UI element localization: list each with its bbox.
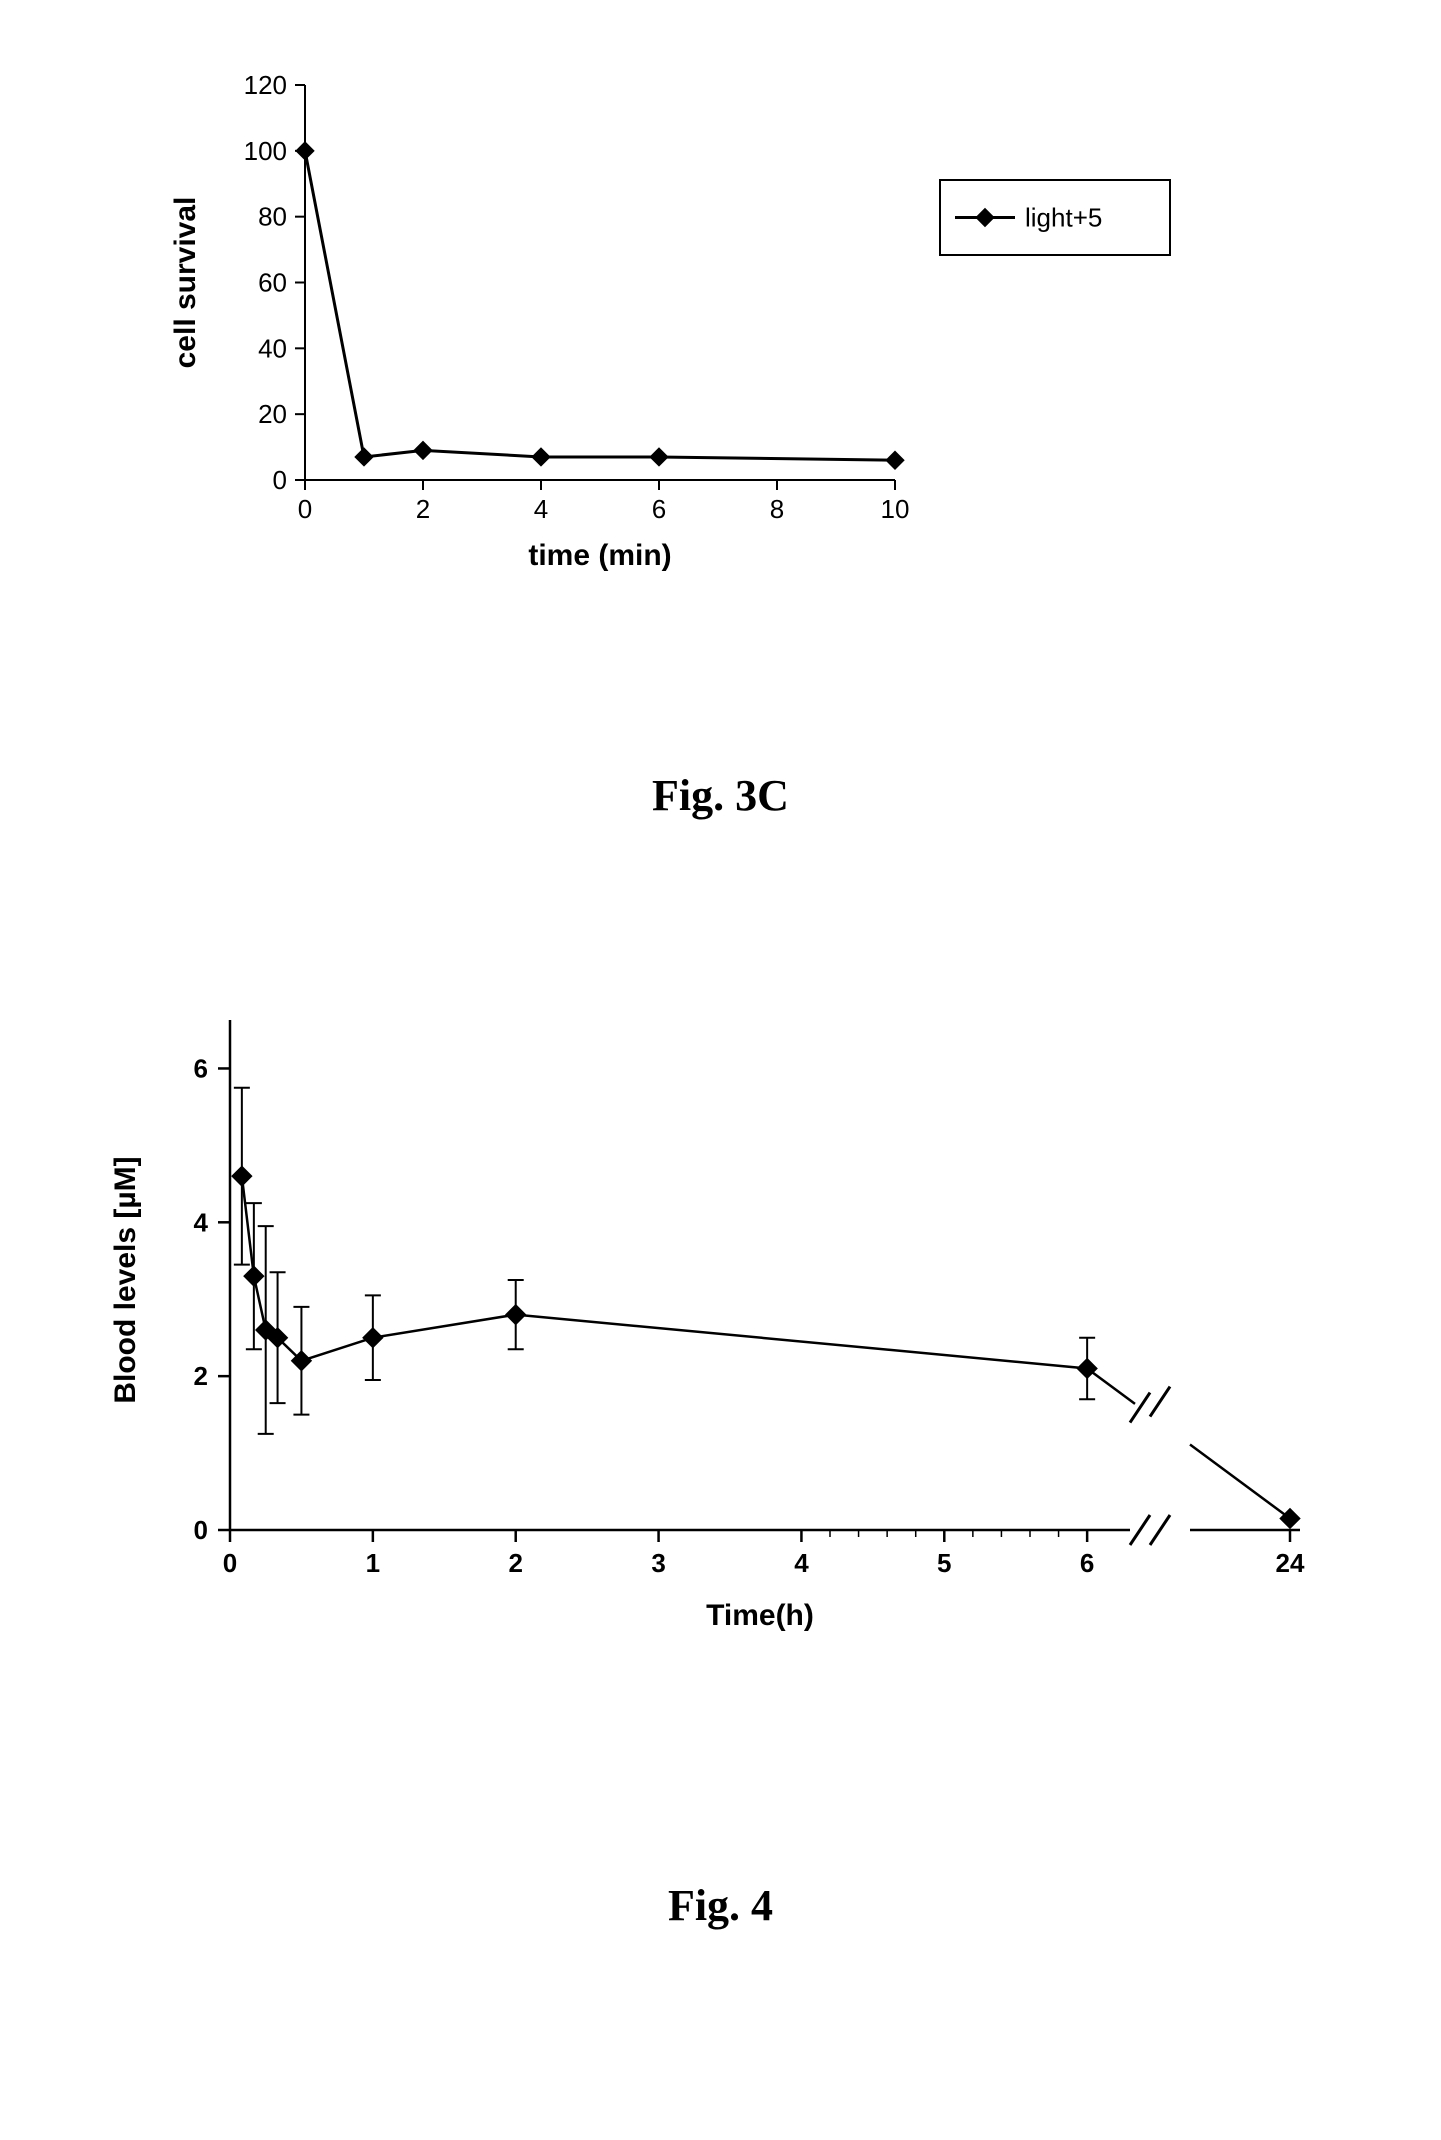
svg-text:100: 100 xyxy=(244,136,287,166)
svg-text:60: 60 xyxy=(258,268,287,298)
svg-text:0: 0 xyxy=(273,465,287,495)
svg-text:8: 8 xyxy=(770,494,784,524)
svg-text:120: 120 xyxy=(244,70,287,100)
chart-blood-levels-svg: 0246012345624Time(h)Blood levels [µM] xyxy=(80,1000,1360,1680)
page: 0204060801001200246810time (min)cell sur… xyxy=(0,0,1441,2140)
svg-text:0: 0 xyxy=(298,494,312,524)
svg-text:4: 4 xyxy=(194,1207,209,1237)
svg-text:0: 0 xyxy=(194,1515,208,1545)
svg-text:6: 6 xyxy=(194,1053,208,1083)
svg-text:Time(h): Time(h) xyxy=(706,1599,814,1632)
svg-text:80: 80 xyxy=(258,202,287,232)
chart-cell-survival-svg: 0 20 40 60 80 100 120 0 2 4 6 8 10 time (min) cell sur… xyxy=(130,60,1190,610)
svg-text:10: 10 xyxy=(881,494,910,524)
svg-text:time (min): time (min) xyxy=(528,539,671,572)
caption-fig-4: Fig. 4 xyxy=(0,1880,1441,1931)
svg-text:light+5: light+5 xyxy=(1025,203,1102,233)
svg-text:6: 6 xyxy=(652,494,666,524)
svg-text:6: 6 xyxy=(1080,1548,1094,1578)
svg-text:Blood levels [µM]: Blood levels [µM] xyxy=(109,1156,142,1403)
chart-blood-levels: 0246012345624Time(h)Blood levels [µM] xyxy=(80,1000,1360,1680)
chart-cell-survival: 0 20 40 60 80 100 120 0 2 4 6 8 10 time (min) cell sur… xyxy=(130,60,1190,610)
svg-text:20: 20 xyxy=(258,399,287,429)
svg-text:40: 40 xyxy=(258,333,287,363)
svg-text:cell survival: cell survival xyxy=(169,197,202,369)
svg-text:4: 4 xyxy=(534,494,548,524)
svg-text:5: 5 xyxy=(937,1548,951,1578)
svg-text:2: 2 xyxy=(508,1548,522,1578)
svg-text:1: 1 xyxy=(366,1548,380,1578)
svg-text:2: 2 xyxy=(194,1361,208,1391)
svg-text:0: 0 xyxy=(223,1548,237,1578)
caption-fig-3c: Fig. 3C xyxy=(0,770,1441,821)
svg-text:2: 2 xyxy=(416,494,430,524)
svg-text:4: 4 xyxy=(794,1548,809,1578)
svg-text:24: 24 xyxy=(1276,1548,1305,1578)
svg-text:3: 3 xyxy=(651,1548,665,1578)
